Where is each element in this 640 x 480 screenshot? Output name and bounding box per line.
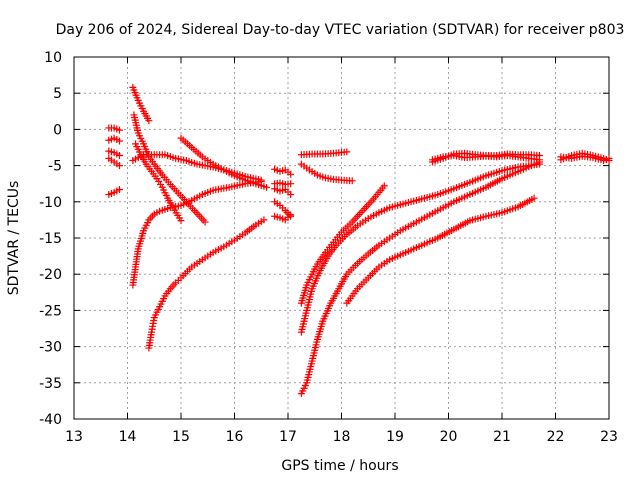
data-point <box>115 162 123 170</box>
data-series-27 <box>557 152 613 165</box>
x-axis-label: GPS time / hours <box>281 458 398 474</box>
y-tick-label: -20 <box>39 267 62 283</box>
data-point <box>535 156 543 164</box>
data-point <box>115 126 123 134</box>
data-series-19 <box>297 160 356 185</box>
data-series-6 <box>129 83 153 125</box>
data-point <box>287 180 295 188</box>
data-series-25 <box>428 151 543 164</box>
data-series-17 <box>271 185 295 199</box>
data-point <box>380 182 388 190</box>
y-tick-label: -40 <box>39 412 62 428</box>
data-series-12 <box>145 216 268 352</box>
x-tick-label: 23 <box>600 429 618 445</box>
data-point <box>115 185 123 193</box>
x-tick-label: 13 <box>65 429 83 445</box>
x-tick-label: 22 <box>547 429 565 445</box>
x-tick-label: 20 <box>440 429 458 445</box>
data-series-10 <box>129 178 265 289</box>
y-axis-label: SDTVAR / TECUs <box>6 181 22 296</box>
data-series-7 <box>130 111 209 226</box>
data-series-21 <box>297 160 543 336</box>
y-tick-label: 10 <box>44 50 62 66</box>
x-tick-label: 19 <box>386 429 404 445</box>
x-tick-label: 16 <box>226 429 244 445</box>
data-point <box>115 151 123 159</box>
chart-title: Day 206 of 2024, Sidereal Day-to-day VTE… <box>56 22 625 38</box>
data-series-15 <box>271 165 295 178</box>
data-point <box>343 148 351 156</box>
x-tick-label: 17 <box>279 429 297 445</box>
data-series-16 <box>271 179 295 188</box>
data-point <box>287 170 295 178</box>
axis-ticks: 13 14 15 16 17 18 19 20 21 22 23 -40 -35 -30 -25 -20 -15… <box>39 50 618 445</box>
y-tick-label: -5 <box>48 159 62 175</box>
data-series-5 <box>105 185 123 199</box>
data-series-1 <box>105 124 123 134</box>
data-point <box>201 218 209 226</box>
data-series-3 <box>105 147 123 159</box>
data-point <box>115 137 123 145</box>
y-tick-label: 0 <box>53 122 62 138</box>
data-point <box>287 191 295 199</box>
y-tick-label: 5 <box>53 86 62 102</box>
y-tick-label: -25 <box>39 303 62 319</box>
data-point <box>605 154 613 162</box>
x-tick-label: 21 <box>493 429 511 445</box>
data-point <box>260 216 268 224</box>
x-tick-label: 15 <box>172 429 190 445</box>
data-point <box>145 117 153 125</box>
x-tick-label: 18 <box>333 429 351 445</box>
data-series-23 <box>343 194 538 307</box>
y-tick-label: -35 <box>39 376 62 392</box>
grid-lines <box>74 57 609 419</box>
y-tick-label: -30 <box>39 340 62 356</box>
data-series-22 <box>297 158 543 398</box>
data-series-4 <box>105 154 123 170</box>
x-tick-label: 14 <box>119 429 137 445</box>
data-series-2 <box>105 134 123 145</box>
data-series-18 <box>297 148 351 159</box>
y-tick-label: -10 <box>39 195 62 211</box>
y-tick-label: -15 <box>39 231 62 247</box>
data-point <box>348 177 356 185</box>
data-point <box>530 194 538 202</box>
data-point <box>287 211 295 219</box>
data-point <box>177 217 185 225</box>
data-series-14 <box>271 211 295 224</box>
data-series-11 <box>177 134 271 191</box>
data-point <box>263 183 271 191</box>
data-markers <box>105 83 613 398</box>
